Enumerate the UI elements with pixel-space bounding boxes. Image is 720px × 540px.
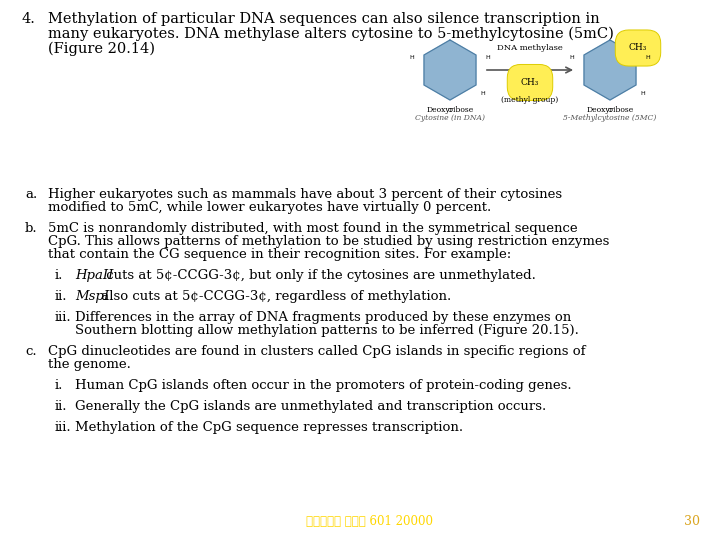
Text: (Figure 20.14): (Figure 20.14) xyxy=(48,42,155,56)
Text: i.: i. xyxy=(55,269,63,282)
Text: H: H xyxy=(480,91,485,96)
Text: H: H xyxy=(640,91,644,96)
Text: Methylation of particular DNA sequences can also silence transcription in: Methylation of particular DNA sequences … xyxy=(48,12,600,26)
Text: Generally the CpG islands are unmethylated and transcription occurs.: Generally the CpG islands are unmethylat… xyxy=(75,400,546,413)
Text: also cuts at 5¢-CCGG-3¢, regardless of methylation.: also cuts at 5¢-CCGG-3¢, regardless of m… xyxy=(97,290,451,303)
Text: CH₃: CH₃ xyxy=(521,78,539,87)
Text: iii.: iii. xyxy=(55,421,71,434)
Text: H: H xyxy=(410,55,414,60)
Text: MspI: MspI xyxy=(75,290,109,303)
Polygon shape xyxy=(424,40,476,100)
Text: c.: c. xyxy=(25,345,37,358)
Text: H: H xyxy=(646,55,650,60)
Text: CH₃: CH₃ xyxy=(629,44,647,52)
Text: modified to 5mC, while lower eukaryotes have virtually 0 percent.: modified to 5mC, while lower eukaryotes … xyxy=(48,201,491,214)
Text: i.: i. xyxy=(55,379,63,392)
Text: H: H xyxy=(570,55,575,60)
Text: 台大農藝系 遺傳學 601 20000: 台大農藝系 遺傳學 601 20000 xyxy=(307,515,433,528)
Text: b.: b. xyxy=(25,222,37,235)
Text: a.: a. xyxy=(25,188,37,201)
Text: Methylation of the CpG sequence represses transcription.: Methylation of the CpG sequence represse… xyxy=(75,421,463,434)
Text: the genome.: the genome. xyxy=(48,358,131,371)
Text: iii.: iii. xyxy=(55,311,71,324)
Text: 5-Methylcytosine (5MC): 5-Methylcytosine (5MC) xyxy=(563,114,657,122)
Text: HpaII: HpaII xyxy=(75,269,113,282)
Text: Differences in the array of DNA fragments produced by these enzymes on: Differences in the array of DNA fragment… xyxy=(75,311,571,324)
Polygon shape xyxy=(584,40,636,100)
Text: DNA methylase: DNA methylase xyxy=(497,44,563,52)
Text: Human CpG islands often occur in the promoters of protein-coding genes.: Human CpG islands often occur in the pro… xyxy=(75,379,572,392)
Text: 30: 30 xyxy=(684,515,700,528)
Text: 5mC is nonrandomly distributed, with most found in the symmetrical sequence: 5mC is nonrandomly distributed, with mos… xyxy=(48,222,577,235)
Text: that contain the CG sequence in their recognition sites. For example:: that contain the CG sequence in their re… xyxy=(48,248,511,261)
Text: O: O xyxy=(448,107,452,112)
Text: Southern blotting allow methylation patterns to be inferred (Figure 20.15).: Southern blotting allow methylation patt… xyxy=(75,324,579,337)
Text: 4.: 4. xyxy=(22,12,36,26)
Text: many eukaryotes. DNA methylase alters cytosine to 5-methylcytosine (5mC): many eukaryotes. DNA methylase alters cy… xyxy=(48,27,614,42)
Text: Cytosine (in DNA): Cytosine (in DNA) xyxy=(415,114,485,122)
Text: Higher eukaryotes such as mammals have about 3 percent of their cytosines: Higher eukaryotes such as mammals have a… xyxy=(48,188,562,201)
Text: Deoxyribose: Deoxyribose xyxy=(586,106,634,114)
Text: CpG dinucleotides are found in clusters called CpG islands in specific regions o: CpG dinucleotides are found in clusters … xyxy=(48,345,585,358)
Text: H: H xyxy=(486,55,490,60)
Text: ii.: ii. xyxy=(55,400,68,413)
Text: cuts at 5¢-CCGG-3¢, but only if the cytosines are unmethylated.: cuts at 5¢-CCGG-3¢, but only if the cyto… xyxy=(102,269,536,282)
Text: ii.: ii. xyxy=(55,290,68,303)
Text: (methyl group): (methyl group) xyxy=(501,96,559,104)
Text: CpG. This allows patterns of methylation to be studied by using restriction enzy: CpG. This allows patterns of methylation… xyxy=(48,235,609,248)
Text: O: O xyxy=(608,107,613,112)
Text: Deoxyribose: Deoxyribose xyxy=(426,106,474,114)
